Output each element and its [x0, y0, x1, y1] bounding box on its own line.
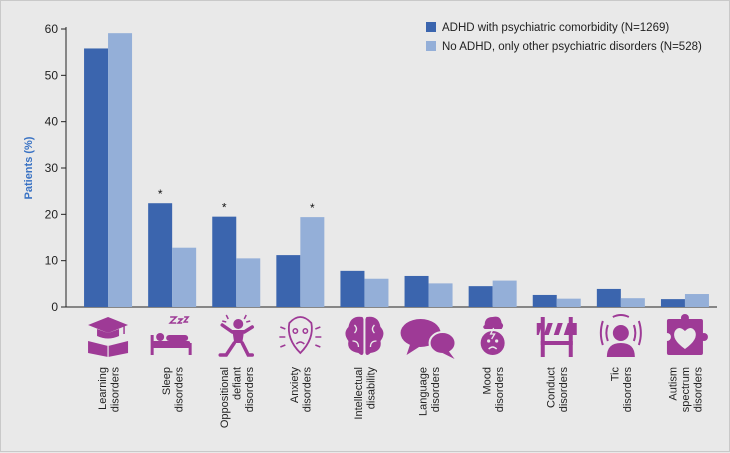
- category-icons: [88, 314, 708, 359]
- category-label: Languagedisorders: [417, 367, 442, 416]
- category-label: Oppositionaldefiantdisorders: [219, 367, 256, 429]
- puzzle-heart-icon: [662, 314, 708, 355]
- category-label: Mooddisorders: [481, 367, 506, 413]
- category-label: Anxietydisorders: [289, 367, 314, 413]
- category-label-line: spectrum: [680, 367, 692, 412]
- bar-series1: [148, 203, 173, 307]
- category-label: Intellectualdisability: [353, 367, 378, 420]
- y-tick-label: 40: [45, 115, 59, 129]
- category-label-line: Sleep: [161, 367, 173, 395]
- speech-bubbles-icon: [400, 319, 457, 359]
- significance-marker: *: [222, 201, 227, 215]
- bar-series2: [492, 280, 517, 307]
- category-label-line: Learning: [97, 367, 109, 410]
- y-tick-label: 0: [51, 300, 58, 314]
- bar-series2: [620, 298, 645, 307]
- category-label-line: defiant: [231, 367, 243, 400]
- y-tick-label: 20: [45, 207, 59, 221]
- bar-series1: [660, 299, 685, 307]
- bar-series1: [212, 216, 237, 307]
- category-label: Ticdisorders: [610, 367, 635, 413]
- category-label-line: disorders: [692, 367, 704, 413]
- category-label-line: disorders: [109, 367, 121, 413]
- legend-label: No ADHD, only other psychiatric disorder…: [442, 41, 702, 53]
- y-tick-label: 30: [45, 161, 59, 175]
- category-label-line: disorders: [302, 367, 314, 413]
- category-label-line: disorders: [558, 367, 570, 413]
- head-soundwaves-icon: [599, 314, 642, 357]
- bar-series2: [300, 217, 325, 307]
- category-label: Autismspectrumdisorders: [667, 367, 704, 413]
- category-label: Conductdisorders: [546, 367, 571, 413]
- sleeping-person-icon: [150, 316, 192, 355]
- category-label-line: disorders: [430, 367, 442, 413]
- y-tick-label: 10: [45, 254, 59, 268]
- legend-label: ADHD with psychiatric comorbidity (N=126…: [442, 22, 669, 34]
- bar-series1: [404, 275, 429, 307]
- bar-series2: [172, 247, 197, 307]
- bar-series2: [684, 294, 709, 307]
- legend-swatch: [426, 41, 436, 51]
- bar-series2: [236, 258, 261, 307]
- bar-series1: [84, 48, 109, 308]
- graduation-cap-book-icon: [88, 317, 129, 357]
- significance-marker: *: [158, 187, 163, 201]
- category-label-line: disorders: [622, 367, 634, 413]
- category-label-line: Language: [417, 367, 429, 416]
- stormy-head-icon: [480, 316, 505, 355]
- legend-swatch: [426, 22, 436, 32]
- bars: * * *: [84, 33, 709, 308]
- bar-series2: [428, 283, 453, 307]
- category-label-line: Conduct: [546, 367, 558, 408]
- y-tick-label: 60: [45, 22, 59, 36]
- bar-series1: [340, 270, 365, 307]
- y-tick-label: 50: [45, 68, 59, 82]
- bar-series1: [532, 294, 557, 307]
- brain-icon: [345, 316, 384, 355]
- angry-person-icon: [218, 314, 254, 357]
- legend: ADHD with psychiatric comorbidity (N=126…: [426, 22, 702, 53]
- category-label: Sleepdisorders: [161, 367, 186, 413]
- bar-series1: [596, 288, 621, 307]
- anxious-face-icon: [279, 316, 322, 355]
- category-label-line: disorders: [494, 367, 506, 413]
- category-label-line: disorders: [244, 367, 256, 413]
- y-axis-label: Patients (%): [23, 136, 35, 199]
- category-label-line: Anxiety: [289, 367, 301, 404]
- barrier-icon: [536, 317, 577, 357]
- bar-series2: [108, 33, 133, 308]
- bar-series2: [556, 298, 581, 307]
- category-label-line: Mood: [481, 367, 493, 395]
- bar-series2: [364, 278, 389, 307]
- category-label-line: disability: [366, 367, 378, 410]
- category-label-line: Intellectual: [353, 367, 365, 420]
- category-labels: Learningdisorders Sleepdisorders Oppositio…: [97, 367, 705, 429]
- category-label-line: Tic: [610, 367, 622, 382]
- significance-marker: *: [310, 201, 315, 215]
- category-label-line: Autism: [667, 367, 679, 401]
- category-label: Learningdisorders: [97, 367, 122, 413]
- category-label-line: disorders: [173, 367, 185, 413]
- bar-series1: [276, 255, 301, 307]
- category-label-line: Oppositional: [219, 367, 231, 428]
- bar-series1: [468, 286, 493, 307]
